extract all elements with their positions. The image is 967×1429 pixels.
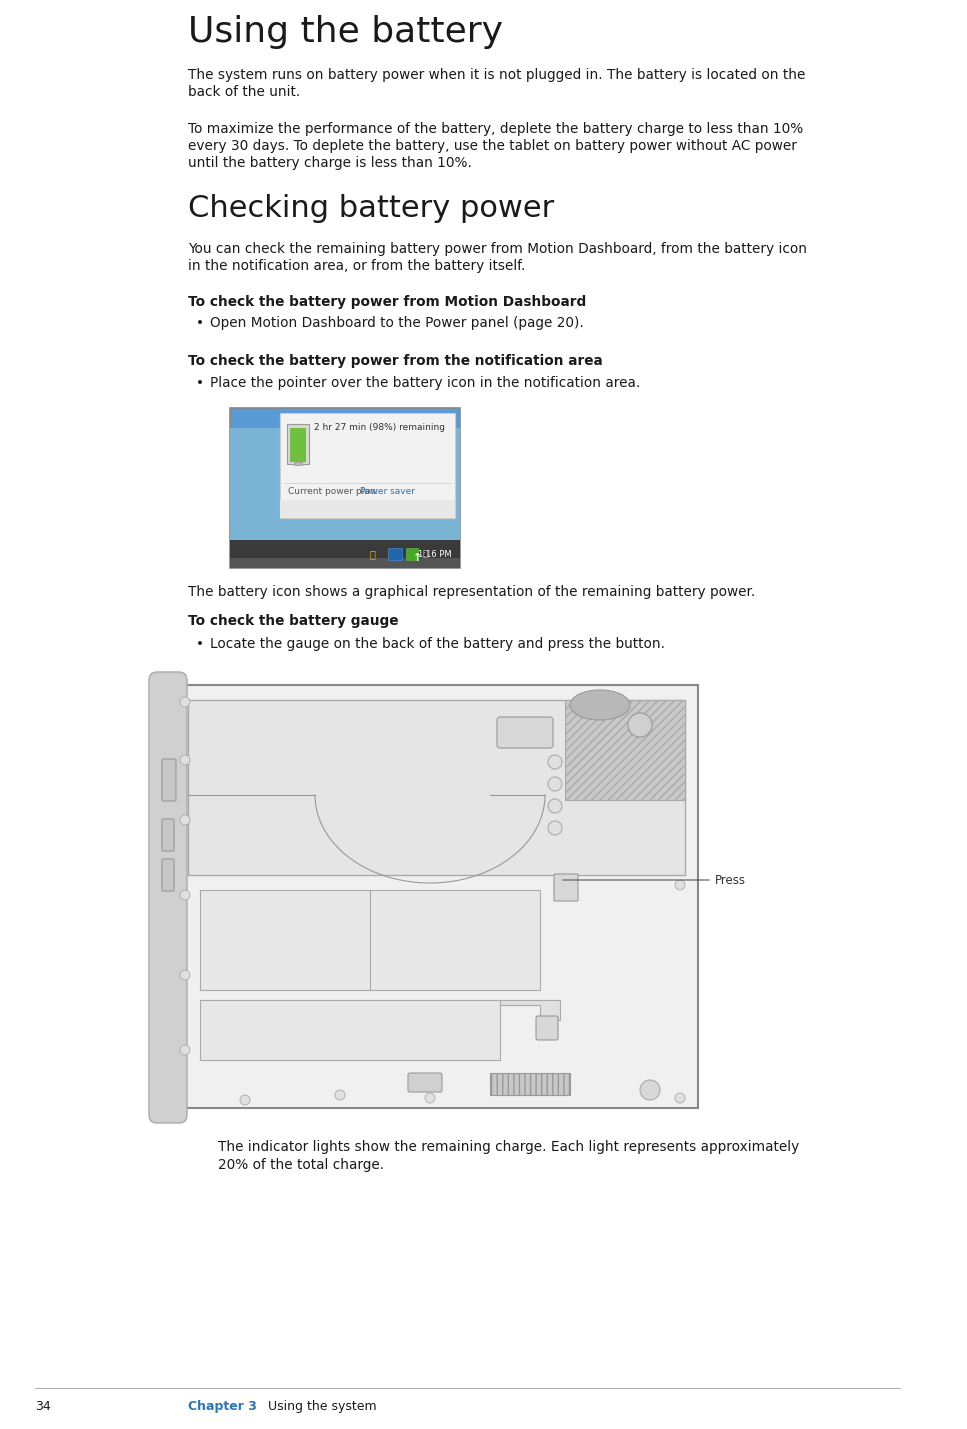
FancyBboxPatch shape	[294, 462, 302, 464]
Circle shape	[180, 697, 190, 707]
FancyBboxPatch shape	[497, 717, 553, 747]
Circle shape	[548, 777, 562, 792]
Text: Using the battery: Using the battery	[188, 14, 503, 49]
Text: Open Motion Dashboard to the Power panel (page 20).: Open Motion Dashboard to the Power panel…	[210, 316, 584, 330]
Text: 20% of the total charge.: 20% of the total charge.	[218, 1157, 384, 1172]
Circle shape	[628, 713, 652, 737]
Polygon shape	[565, 700, 685, 800]
Circle shape	[180, 970, 190, 980]
FancyBboxPatch shape	[162, 759, 176, 802]
Text: •: •	[196, 316, 204, 330]
Text: To check the battery gauge: To check the battery gauge	[188, 614, 398, 627]
Text: Power saver: Power saver	[360, 487, 415, 496]
FancyBboxPatch shape	[230, 540, 460, 567]
Circle shape	[240, 1095, 250, 1105]
Text: You can check the remaining battery power from Motion Dashboard, from the batter: You can check the remaining battery powe…	[188, 242, 807, 256]
Polygon shape	[200, 1000, 500, 1060]
Text: ↑: ↑	[413, 553, 423, 563]
Circle shape	[548, 822, 562, 835]
FancyBboxPatch shape	[287, 424, 309, 464]
FancyBboxPatch shape	[388, 547, 402, 560]
FancyBboxPatch shape	[162, 819, 174, 852]
Text: To check the battery power from Motion Dashboard: To check the battery power from Motion D…	[188, 294, 586, 309]
Text: Current power plan:: Current power plan:	[288, 487, 378, 496]
FancyBboxPatch shape	[290, 429, 306, 462]
FancyBboxPatch shape	[406, 547, 418, 560]
Circle shape	[640, 1080, 660, 1100]
Text: 1:16 PM: 1:16 PM	[419, 550, 452, 559]
Text: until the battery charge is less than 10%.: until the battery charge is less than 10…	[188, 156, 472, 170]
FancyBboxPatch shape	[490, 1073, 570, 1095]
Text: Place the pointer over the battery icon in the notification area.: Place the pointer over the battery icon …	[210, 376, 640, 390]
Text: Chapter 3: Chapter 3	[188, 1400, 257, 1413]
Circle shape	[675, 1093, 685, 1103]
Text: To check the battery power from the notification area: To check the battery power from the noti…	[188, 354, 602, 369]
Ellipse shape	[570, 690, 630, 720]
Text: Press: Press	[715, 873, 746, 886]
Text: back of the unit.: back of the unit.	[188, 84, 300, 99]
FancyBboxPatch shape	[149, 672, 187, 1123]
Text: To maximize the performance of the battery, deplete the battery charge to less t: To maximize the performance of the batte…	[188, 121, 804, 136]
Circle shape	[675, 880, 685, 890]
FancyBboxPatch shape	[230, 409, 460, 567]
FancyBboxPatch shape	[408, 1073, 442, 1092]
FancyBboxPatch shape	[280, 413, 455, 517]
FancyBboxPatch shape	[280, 500, 455, 517]
Text: •: •	[196, 637, 204, 652]
Circle shape	[425, 1093, 435, 1103]
Circle shape	[335, 1090, 345, 1100]
Polygon shape	[500, 1000, 560, 1020]
Text: Locate the gauge on the back of the battery and press the button.: Locate the gauge on the back of the batt…	[210, 637, 665, 652]
FancyBboxPatch shape	[230, 557, 460, 567]
Polygon shape	[188, 700, 685, 875]
Text: 🔑: 🔑	[370, 549, 376, 559]
Text: The system runs on battery power when it is not plugged in. The battery is locat: The system runs on battery power when it…	[188, 69, 806, 81]
Circle shape	[180, 815, 190, 825]
Text: Checking battery power: Checking battery power	[188, 194, 554, 223]
FancyBboxPatch shape	[162, 859, 174, 892]
Text: 2 hr 27 min (98%) remaining: 2 hr 27 min (98%) remaining	[314, 423, 445, 432]
FancyBboxPatch shape	[230, 429, 460, 547]
Text: Using the system: Using the system	[260, 1400, 376, 1413]
FancyBboxPatch shape	[554, 875, 578, 902]
FancyBboxPatch shape	[536, 1016, 558, 1040]
Circle shape	[180, 1045, 190, 1055]
Text: in the notification area, or from the battery itself.: in the notification area, or from the ba…	[188, 259, 525, 273]
Circle shape	[180, 890, 190, 900]
Polygon shape	[200, 890, 540, 990]
Polygon shape	[162, 684, 698, 1107]
Text: The battery icon shows a graphical representation of the remaining battery power: The battery icon shows a graphical repre…	[188, 584, 755, 599]
Circle shape	[548, 799, 562, 813]
Circle shape	[548, 755, 562, 769]
Text: 🔊: 🔊	[423, 550, 428, 559]
Text: 34: 34	[35, 1400, 50, 1413]
Text: •: •	[196, 376, 204, 390]
Text: every 30 days. To deplete the battery, use the tablet on battery power without A: every 30 days. To deplete the battery, u…	[188, 139, 797, 153]
Circle shape	[180, 755, 190, 765]
Text: The indicator lights show the remaining charge. Each light represents approximat: The indicator lights show the remaining …	[218, 1140, 800, 1155]
